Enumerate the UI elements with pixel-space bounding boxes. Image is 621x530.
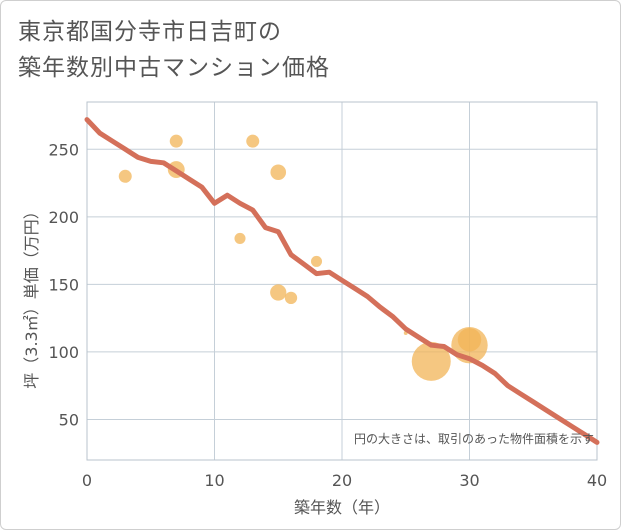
bubble-point <box>246 134 260 148</box>
bubble-point <box>270 284 287 301</box>
title-line-1: 東京都国分寺市日吉町の <box>18 19 282 45</box>
chart-title: 東京都国分寺市日吉町の 築年数別中古マンション価格 <box>18 14 330 86</box>
bubble-point <box>411 341 451 381</box>
size-note: 円の大きさは、取引のあった物件面積を示す <box>354 431 594 446</box>
bubble-point <box>169 134 183 148</box>
bubble-point <box>457 328 482 352</box>
trend-line <box>84 117 600 445</box>
bubble-point <box>310 255 323 267</box>
bubble-point <box>234 232 246 244</box>
x-tick-label: 40 <box>587 471 607 490</box>
y-tick-label: 100 <box>48 343 79 362</box>
x-tick-label: 20 <box>332 471 352 490</box>
title-line-2: 築年数別中古マンション価格 <box>18 55 330 81</box>
plot-area-border <box>86 101 598 461</box>
y-tick-label: 200 <box>48 208 79 227</box>
x-tick-label: 30 <box>459 471 479 490</box>
y-tick-label: 250 <box>48 140 79 159</box>
y-tick-label: 150 <box>48 275 79 294</box>
x-tick-label: 10 <box>204 471 224 490</box>
bubble-point <box>270 164 287 181</box>
x-axis-title: 築年数（年） <box>294 498 390 517</box>
y-tick-label: 50 <box>59 410 79 429</box>
y-axis-title: 坪（3.3㎡）単価（万円） <box>22 203 41 388</box>
bubble-point <box>284 291 298 305</box>
x-tick-label: 0 <box>82 471 92 490</box>
bubble-point <box>118 169 132 183</box>
axis-ticks: 0 10 20 30 40 50 100 150 200 250 <box>48 140 607 490</box>
